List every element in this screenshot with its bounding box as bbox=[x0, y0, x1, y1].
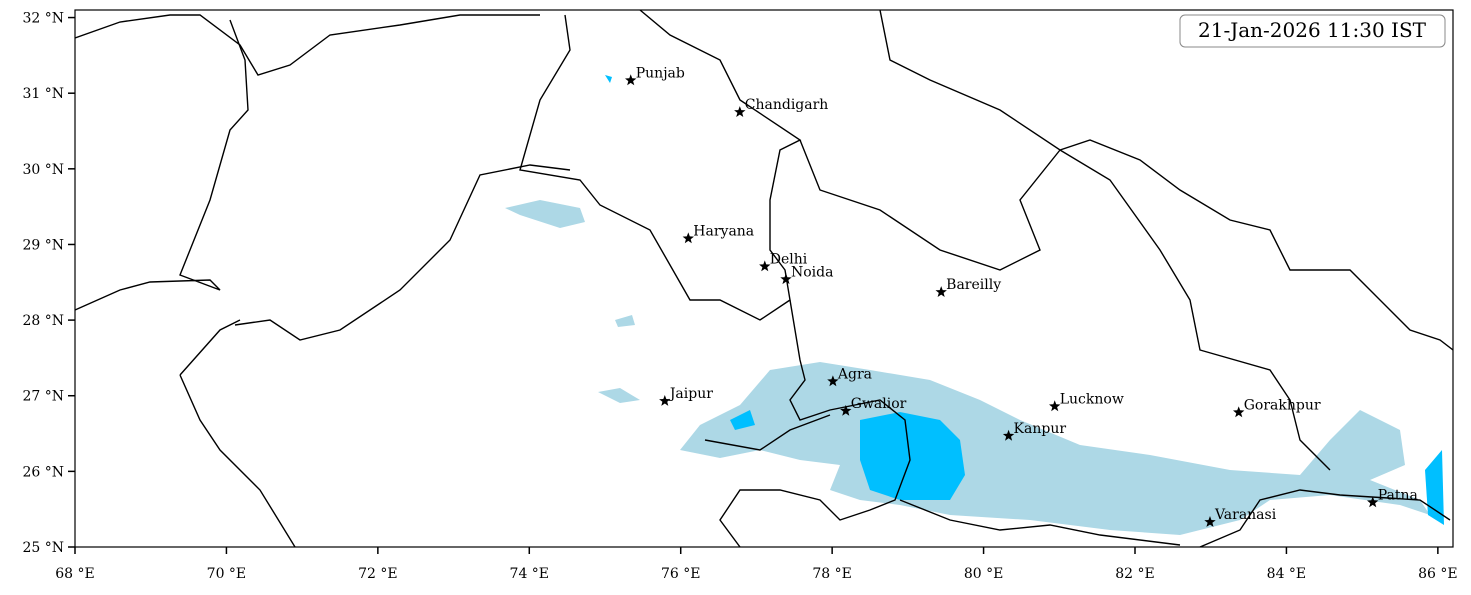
city-marker bbox=[840, 404, 852, 416]
city-marker bbox=[1002, 429, 1015, 441]
x-tick-label: 74 °E bbox=[510, 566, 549, 582]
city-label: Haryana bbox=[693, 223, 754, 239]
x-tick-label: 70 °E bbox=[207, 566, 246, 582]
plot-frame bbox=[74, 9, 1454, 548]
x-tick-label: 82 °E bbox=[1115, 566, 1154, 582]
city-label: Gwalior bbox=[851, 396, 907, 412]
city-label: Bareilly bbox=[946, 277, 1001, 293]
city-label: Punjab bbox=[636, 65, 685, 81]
map-layers bbox=[75, 10, 1453, 547]
city-label: Jaipur bbox=[668, 386, 713, 402]
city-marker bbox=[1233, 406, 1245, 418]
y-tick-label: 25 °N bbox=[22, 540, 64, 556]
city-label: Lucknow bbox=[1060, 391, 1124, 407]
city-label: Kanpur bbox=[1014, 421, 1067, 437]
city-marker bbox=[759, 260, 771, 272]
timestamp: 21-Jan-2026 11:30 IST bbox=[1198, 18, 1427, 42]
x-tick-label: 80 °E bbox=[964, 566, 1003, 582]
heavy-precipitation bbox=[605, 75, 1444, 525]
y-tick-label: 32 °N bbox=[22, 11, 64, 27]
city-label: Noida bbox=[791, 264, 833, 280]
y-tick-label: 28 °N bbox=[22, 313, 64, 329]
city-label: Agra bbox=[837, 366, 872, 382]
city-label: Chandigarh bbox=[745, 97, 829, 113]
x-tick-label: 68 °E bbox=[55, 566, 94, 582]
y-tick-label: 31 °N bbox=[22, 86, 64, 102]
city-marker bbox=[1049, 400, 1061, 412]
y-tick-label: 30 °N bbox=[22, 162, 64, 178]
y-tick-label: 27 °N bbox=[22, 389, 64, 405]
timestamp-frame bbox=[1179, 14, 1446, 48]
city-label: Varanasi bbox=[1214, 507, 1277, 523]
city-marker bbox=[935, 286, 947, 297]
city-label: Gorakhpur bbox=[1244, 397, 1321, 413]
city-marker bbox=[780, 273, 792, 285]
city-marker bbox=[625, 74, 637, 86]
city-marker bbox=[1204, 516, 1216, 527]
x-tick-label: 86 °E bbox=[1418, 566, 1457, 582]
map-marks: 68 °E 70 °E 72 °E 74 °E 76 °E 78 °E 80 °E 82 °E… bbox=[22, 11, 1457, 582]
city-label: Delhi bbox=[770, 251, 808, 267]
borders bbox=[75, 10, 1453, 547]
timestamp-box: 21-Jan-2026 11:30 IST bbox=[1179, 14, 1446, 48]
city-marker bbox=[734, 106, 746, 117]
precipitation bbox=[505, 200, 1430, 535]
x-tick-label: 76 °E bbox=[661, 566, 700, 582]
city-marker bbox=[659, 395, 671, 406]
city-marker bbox=[682, 232, 694, 244]
city-marker bbox=[827, 375, 839, 387]
x-tick-label: 72 °E bbox=[358, 566, 397, 582]
x-tick-label: 84 °E bbox=[1267, 566, 1306, 582]
y-tick-label: 29 °N bbox=[22, 237, 64, 253]
y-tick-label: 26 °N bbox=[22, 464, 64, 480]
city-marker bbox=[1367, 496, 1379, 508]
city-label: Patna bbox=[1378, 487, 1418, 503]
x-tick-label: 78 °E bbox=[812, 566, 851, 582]
